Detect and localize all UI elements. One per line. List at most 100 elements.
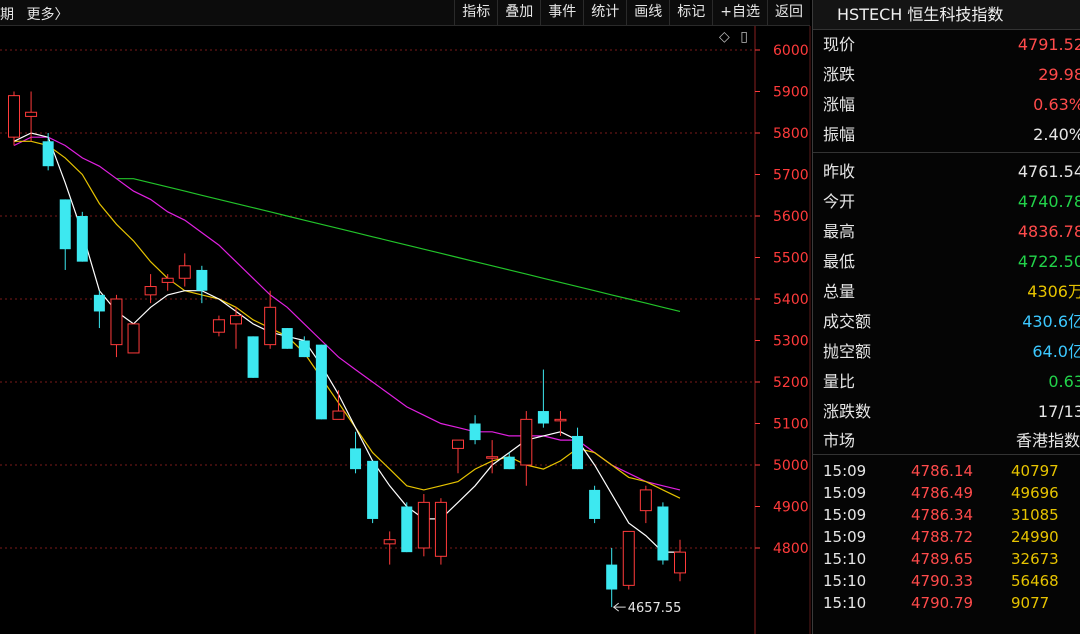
y-tick-label: 4900 [773,500,809,516]
candle-body-up [434,501,447,557]
candle-body-down [76,216,88,262]
candle-body-down [196,269,208,291]
candle-body-down [572,435,584,470]
tick-price: 4790.79 [911,594,974,612]
tick-price: 4790.33 [911,572,974,590]
low-arrow-head [612,602,620,612]
tick-row: 15:09 4786.14 40797 [813,460,1080,482]
candle-body-down [42,141,54,167]
candle-body-up [178,265,191,279]
menu-indicator-button[interactable]: 指标 [454,0,497,26]
stats-label: 最高 [823,222,856,241]
stats-label: 抛空额 [823,342,872,361]
candle-body-up [417,501,430,549]
ma5-line [13,132,680,553]
candle-body-down [315,344,327,420]
tick-time: 15:10 [823,572,867,590]
tick-price: 4788.72 [911,528,974,546]
tick-list[interactable]: 15:09 4786.14 40797 15:09 4786.49 49696 15:09 4… [813,460,1080,614]
low-price-label: 4657.55 [628,601,682,616]
chart-tools: ◇ ▯ [713,29,748,45]
candle-body-down [93,294,105,312]
menu-event-button[interactable]: 事件 [540,0,583,26]
stats-value: 0.63 [1048,372,1080,391]
menu-back-button[interactable]: 返回 [767,0,810,26]
quote-row: 涨跌 29.98 [813,60,1080,90]
tick-row: 15:09 4788.72 24990 [813,526,1080,548]
stats-value: 17/13 [1037,402,1080,421]
y-tick-label: 5700 [773,168,809,184]
candle-body-up [622,530,635,586]
y-tick-label: 5100 [773,417,809,433]
candle-body-down [247,336,259,378]
stats-row: 今开 4740.78 [813,187,1080,217]
y-tick-label: 5600 [773,209,809,225]
stats-value: 4761.54 [1017,162,1080,181]
ma60-line [116,178,681,312]
tick-vol: 24990 [1011,528,1059,546]
stats-value: 4306万 [1027,282,1080,301]
candle-body-down [589,489,601,519]
y-tick-label: 4800 [773,541,809,557]
quote-label: 现价 [823,35,856,54]
tick-time: 15:10 [823,594,867,612]
candle-body-up [674,551,686,574]
tick-row: 15:10 4790.33 56468 [813,570,1080,592]
stats-value: 4722.50 [1017,252,1080,271]
candle-body-up [161,277,174,283]
tick-price: 4789.65 [911,550,974,568]
candle-body-down [350,448,362,470]
quote-row: 涨幅 0.63% [813,90,1080,120]
quote-label: 振幅 [823,125,856,144]
period-label[interactable]: 期 [0,7,14,23]
candle-body-up [127,323,140,354]
candle-body-down [401,506,413,553]
market-label: 市场 [823,431,856,450]
candle-body-down [59,199,71,250]
candle-body-up [212,319,225,333]
stats-label: 量比 [823,372,856,391]
stats-label: 昨收 [823,162,856,181]
kline-chart[interactable]: 6000 5900 5800 5700 5600 5500 5400 5300 5200 5100… [0,26,812,634]
more-menu[interactable]: 更多〉 [26,7,69,23]
stats-row: 涨跌数 17/13 [813,397,1080,427]
candle-body-up [264,306,277,346]
candle-body-up [8,95,20,138]
diamond-icon[interactable]: ◇ [719,29,730,45]
menu-mark-button[interactable]: 标记 [669,0,712,26]
menu-drawing-button[interactable]: 画线 [626,0,669,26]
tick-row: 15:09 4786.34 31085 [813,504,1080,526]
candle-body-up [25,111,38,117]
panel-toggle-icon[interactable]: ▯ [740,29,748,45]
menu-add-watchlist-button[interactable]: +自选 [712,0,767,26]
stats-row: 最低 4722.50 [813,247,1080,277]
candle-body-up [554,418,567,422]
candle-body-up [452,439,464,449]
market-row: 市场 香港指数 [813,427,1080,455]
menu-statistics-button[interactable]: 统计 [583,0,626,26]
tick-price: 4786.34 [911,506,974,524]
quote-label: 涨幅 [823,95,856,114]
market-value: 香港指数 [1015,431,1080,450]
candle-body-up [110,298,123,346]
candle-body-up [520,418,533,466]
y-tick-label: 5000 [773,458,809,474]
candle-body-up [383,539,396,545]
stats-row: 昨收 4761.54 [813,157,1080,187]
tick-time: 15:10 [823,550,867,568]
tick-price: 4786.49 [911,484,974,502]
stats-label: 今开 [823,192,856,211]
candle-body-down [469,423,481,441]
candle-body-down [537,411,549,424]
y-tick-label: 5800 [773,126,809,142]
tick-row: 15:09 4786.49 49696 [813,482,1080,504]
stats-row: 抛空额 64.0亿 [813,337,1080,367]
quote-panel: HSTECH 恒生科技指数 现价 4791.52 涨跌 29.98 涨幅 0.63% 振幅 2… [812,0,1080,634]
index-title: HSTECH 恒生科技指数 [813,0,1080,30]
quote-row: 振幅 2.40% [813,120,1080,150]
y-tick-label: 5400 [773,292,809,308]
menu-overlay-button[interactable]: 叠加 [497,0,540,26]
candle-body-up [332,410,345,420]
stats-label: 总量 [823,282,856,301]
tick-vol: 9077 [1011,594,1050,612]
